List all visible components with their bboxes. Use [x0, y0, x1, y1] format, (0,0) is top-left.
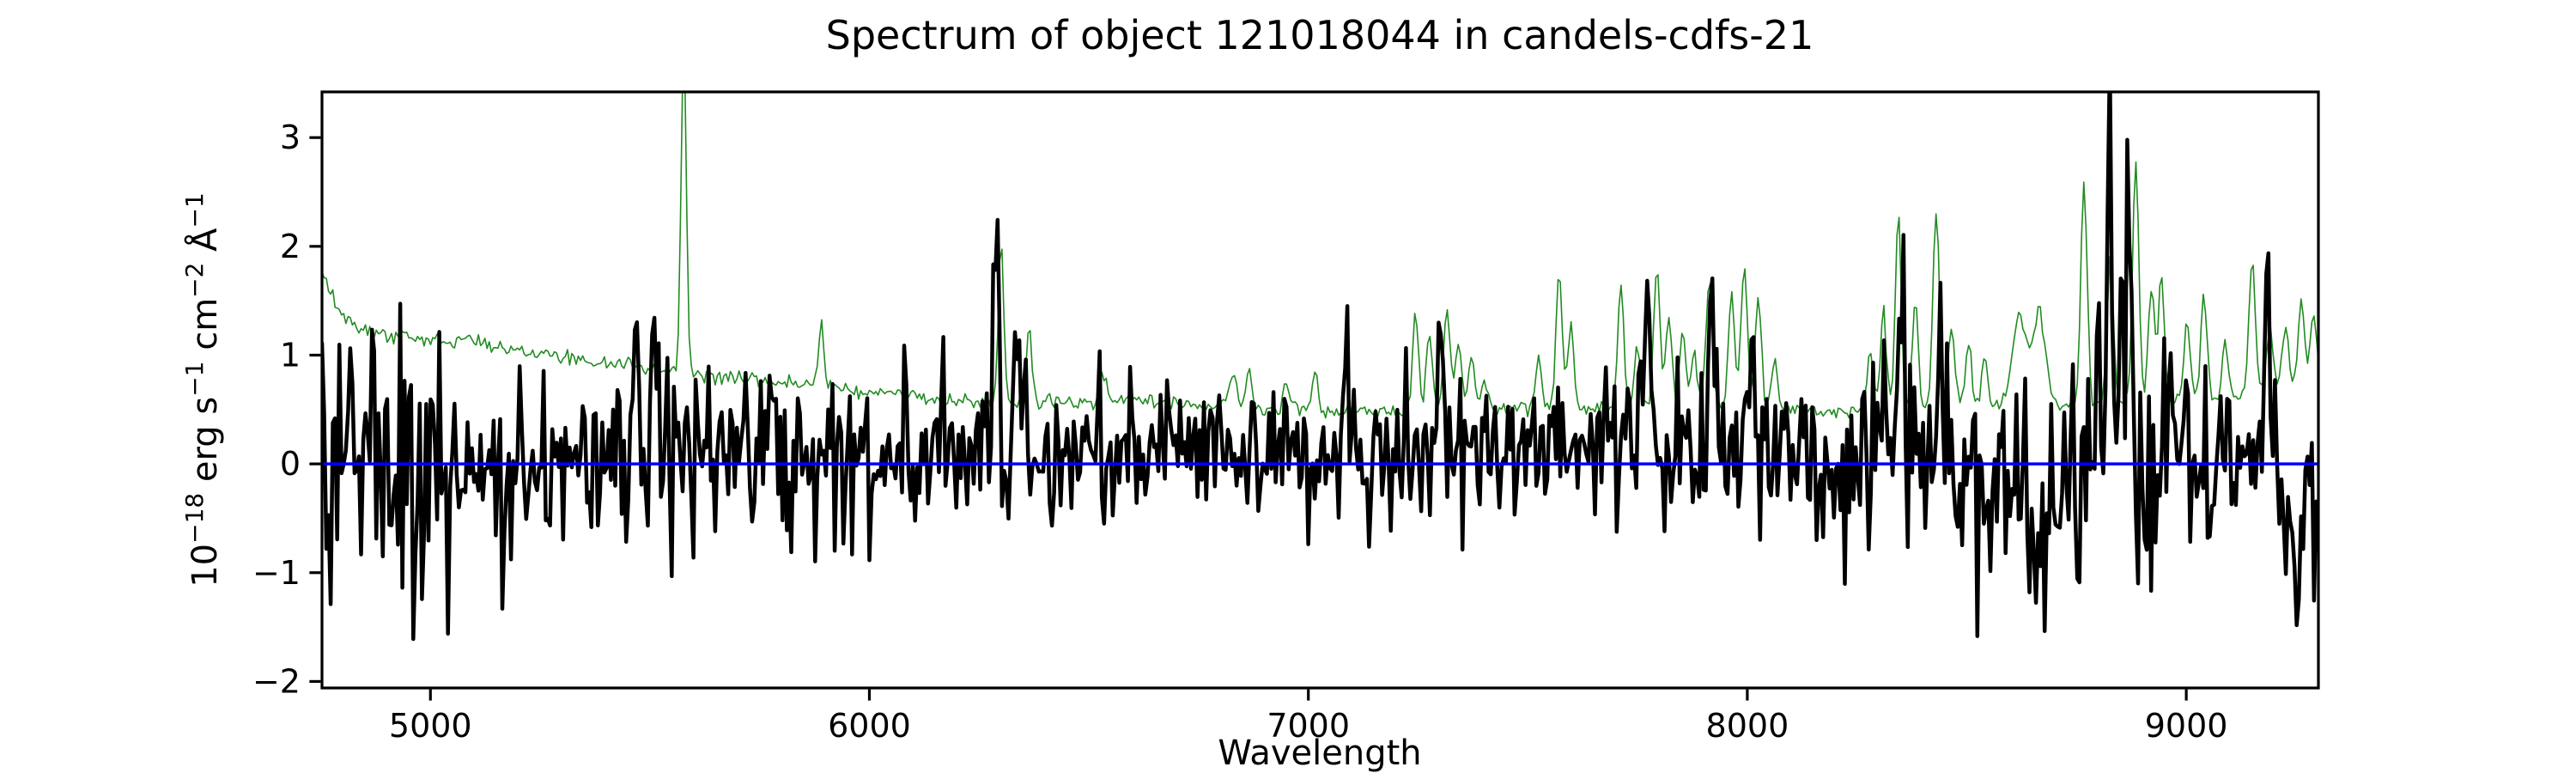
ylabel-text: Å [184, 228, 225, 263]
y-tick-label: −1 [252, 554, 301, 592]
ylabel-superscript: −1 [180, 362, 209, 397]
ylabel-text: erg s [185, 397, 225, 493]
ylabel-superscript: −2 [180, 263, 209, 298]
x-axis-ticks: 5000 6000 7000 8000 9000 [389, 689, 2228, 745]
x-tick-label: 7000 [1267, 707, 1350, 745]
x-tick-label: 9000 [2145, 707, 2228, 745]
flux-series-line [322, 92, 2318, 642]
y-tick-label: 3 [280, 119, 301, 156]
y-tick-label: 0 [280, 445, 301, 483]
plot-area [322, 92, 2318, 688]
ylabel-superscript: −1 [180, 192, 209, 228]
axes-frame [320, 90, 2320, 690]
x-tick-label: 8000 [1706, 707, 1789, 745]
ylabel-superscript: −18 [180, 493, 209, 544]
ylabel-text: cm [185, 298, 225, 362]
series-group [322, 92, 2318, 642]
y-axis-label: 10−18 erg s−1 cm−2 Å−1 [180, 192, 225, 587]
chart-title: Spectrum of object 121018044 in candels-… [826, 12, 1814, 58]
x-tick-label: 5000 [389, 707, 472, 745]
x-axis-label: Wavelength [1218, 733, 1421, 773]
y-axis-ticks: −2 −1 0 1 2 3 [252, 119, 321, 700]
ylabel-text: 10 [185, 544, 225, 587]
y-tick-label: 2 [280, 228, 301, 265]
x-tick-label: 6000 [828, 707, 911, 745]
y-tick-label: −2 [252, 662, 301, 700]
y-tick-label: 1 [280, 336, 301, 374]
